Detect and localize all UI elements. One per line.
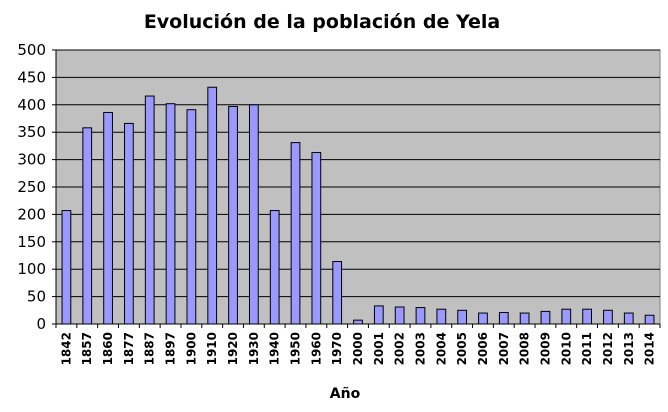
x-tick-label: 1860 xyxy=(101,332,115,365)
x-tick-label: 1960 xyxy=(309,332,323,365)
x-tick-label: 2008 xyxy=(518,332,532,365)
y-tick-label: 150 xyxy=(17,233,46,251)
bar-2004 xyxy=(436,308,447,325)
x-tick-label: 1920 xyxy=(226,332,240,365)
x-tick-label: 2014 xyxy=(643,332,657,365)
chart-title: Evolución de la población de Yela xyxy=(144,11,500,33)
bar-1887 xyxy=(144,95,155,325)
bar-2012 xyxy=(603,309,613,325)
y-tick-label: 100 xyxy=(17,260,46,278)
bar-2009 xyxy=(540,310,551,325)
y-tick-label: 450 xyxy=(17,68,46,86)
x-tick-label: 2000 xyxy=(351,332,365,365)
bar-2000 xyxy=(353,319,363,325)
x-tick-label: 1900 xyxy=(184,332,198,365)
y-tick-label: 250 xyxy=(17,178,46,196)
x-axis-title: Año xyxy=(330,386,361,402)
x-tick-label: 2001 xyxy=(372,332,386,365)
bar-1842 xyxy=(61,210,72,325)
bar-2013 xyxy=(623,312,634,325)
bar-2014 xyxy=(644,314,655,325)
y-axis-tick-labels: 0 50 100 150 200 250 300 350 400 450 500 xyxy=(17,41,46,333)
x-tick-label: 2006 xyxy=(476,332,490,365)
bar-1860 xyxy=(103,111,113,325)
x-tick-label: 2009 xyxy=(538,332,552,365)
bar-2008 xyxy=(519,312,530,325)
bar-2003 xyxy=(415,307,426,325)
x-tick-label: 1887 xyxy=(143,332,157,365)
bar-2002 xyxy=(394,306,405,325)
x-tick-label: 2002 xyxy=(393,332,407,365)
x-tick-label: 1930 xyxy=(247,332,261,365)
x-tick-label: 2004 xyxy=(434,332,448,365)
bar-2011 xyxy=(582,308,592,325)
x-tick-label: 1842 xyxy=(59,332,73,365)
bar-1857 xyxy=(82,127,93,325)
x-tick-label: 1970 xyxy=(330,332,344,365)
bar-1960 xyxy=(311,151,322,325)
axes xyxy=(52,49,661,328)
bar-1897 xyxy=(165,103,176,325)
bar-1920 xyxy=(228,105,238,325)
y-tick-label: 350 xyxy=(17,123,46,141)
x-tick-label: 1950 xyxy=(289,332,303,365)
x-tick-label: 2012 xyxy=(601,332,615,365)
y-tick-label: 200 xyxy=(17,205,46,223)
y-tick-label: 400 xyxy=(17,96,46,114)
x-tick-label: 1857 xyxy=(80,332,94,365)
x-tick-label: 2003 xyxy=(413,332,427,365)
y-tick-label: 500 xyxy=(17,41,46,59)
x-axis-tick-labels: 1842 1857 1860 1877 1887 1897 1900 1910 1920 1930… xyxy=(59,332,656,365)
x-tick-label: 2011 xyxy=(580,332,594,365)
y-tick-label: 50 xyxy=(27,288,46,306)
x-tick-label: 2007 xyxy=(497,332,511,365)
bar-1910 xyxy=(207,86,218,325)
bar-1970 xyxy=(332,261,343,325)
bar-1877 xyxy=(124,122,134,325)
bar-1900 xyxy=(186,109,197,325)
x-tick-label: 2013 xyxy=(622,332,636,365)
x-tick-label: 1897 xyxy=(164,332,178,365)
bar-2006 xyxy=(478,312,488,325)
y-tick-label: 300 xyxy=(17,151,46,169)
bar-2001 xyxy=(373,305,384,325)
bar-2005 xyxy=(457,309,468,325)
bar-2007 xyxy=(498,311,509,325)
x-tick-label: 2010 xyxy=(559,332,573,365)
bar-1940 xyxy=(269,210,280,325)
gridlines xyxy=(56,49,660,298)
x-tick-label: 2005 xyxy=(455,332,469,365)
bars xyxy=(61,86,655,325)
x-tick-label: 1910 xyxy=(205,332,219,365)
y-tick-label: 0 xyxy=(36,315,46,333)
x-tick-label: 1940 xyxy=(268,332,282,365)
bar-1950 xyxy=(290,142,301,325)
bar-2010 xyxy=(561,308,572,325)
bar-1930 xyxy=(248,104,259,325)
x-tick-label: 1877 xyxy=(122,332,136,365)
